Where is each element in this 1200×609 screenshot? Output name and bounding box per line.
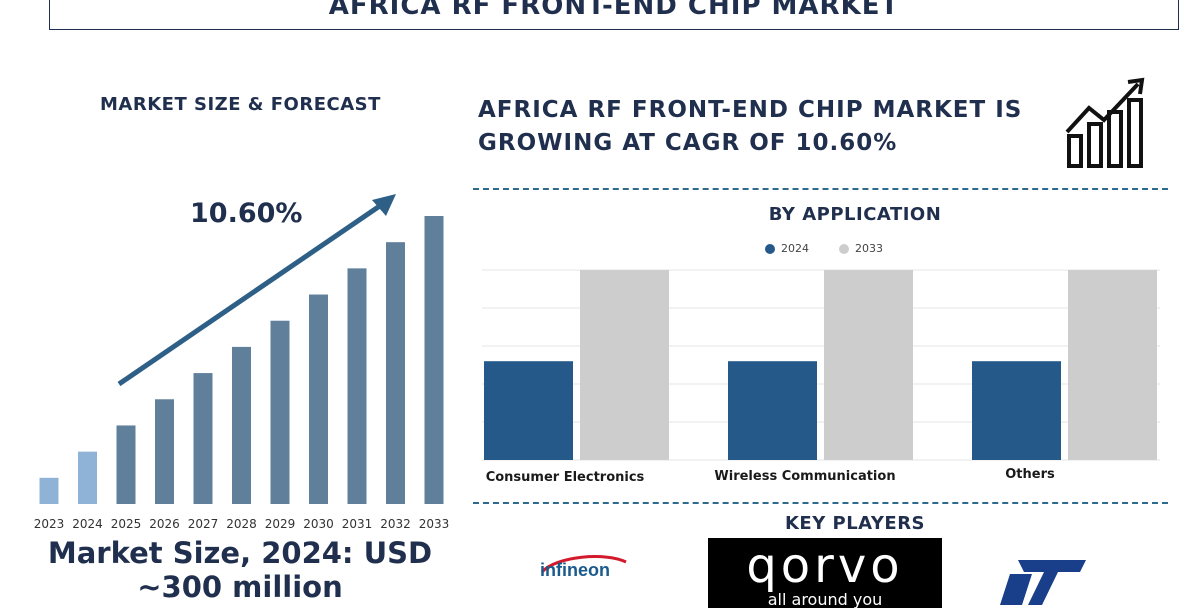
growth-arrow-line: [117, 198, 389, 387]
st-logo: [1000, 560, 1086, 605]
forecast-title: MARKET SIZE & FORECAST: [100, 94, 381, 115]
year-tick-label: 2028: [226, 517, 257, 531]
market-size-text: Market Size, 2024: USD ~300 million: [47, 536, 433, 604]
category-label-others: Others: [1005, 467, 1055, 482]
title-banner: AFRICA RF FRONT-END CHIP MARKET: [49, 0, 1179, 30]
forecast-bar-2026: [155, 399, 174, 504]
app-bar-2024-2: [972, 361, 1061, 460]
year-tick-label: 2026: [149, 517, 180, 531]
application-title: BY APPLICATION: [768, 204, 942, 225]
year-tick-label: 2023: [34, 517, 65, 531]
year-tick-label: 2027: [188, 517, 219, 531]
forecast-bar-2027: [193, 373, 213, 504]
divider-top: [473, 188, 1168, 190]
infineon-swoosh: [540, 555, 627, 574]
legend-swatch-2024: [765, 243, 775, 254]
key-players-title: KEY PLAYERS: [784, 513, 926, 534]
year-tick-label: 2029: [265, 517, 296, 531]
headline: AFRICA RF FRONT-END CHIP MARKET IS GROWI…: [478, 97, 1023, 156]
page-title: AFRICA RF FRONT-END CHIP MARKET: [328, 0, 900, 21]
forecast-bar-2028: [232, 346, 251, 504]
forecast-bar-2029: [270, 320, 290, 504]
category-label-wireless-communication: Wireless Communication: [714, 469, 896, 484]
growth-arrow-head: [372, 194, 396, 216]
category-label-consumer-electronics: Consumer Electronics: [485, 470, 645, 485]
qorvo-logo: qorvo all around you: [708, 538, 942, 609]
year-tick-label: 2030: [303, 517, 334, 531]
forecast-bar-2031: [347, 268, 367, 504]
year-tick-label: 2025: [111, 517, 142, 531]
application-legend: 2024 2033: [765, 242, 883, 255]
forecast-bar-2030: [309, 294, 328, 504]
app-bar-2024-1: [728, 361, 817, 460]
forecast-bar-2033: [424, 216, 444, 504]
infineon-logo: infineon: [540, 555, 630, 581]
legend-swatch-2033: [839, 243, 849, 254]
forecast-bar-2032: [386, 242, 405, 504]
forecast-bar-2024: [78, 451, 97, 504]
forecast-bar-2023: [39, 477, 59, 504]
app-bar-2033-0: [580, 270, 669, 460]
forecast-chart: 2023 2024 2025 2026 2027 2028 2029 2030 2031 2032…: [34, 194, 450, 531]
application-chart: [482, 269, 1160, 461]
year-tick-label: 2024: [72, 517, 103, 531]
growth-chart-icon: [1065, 77, 1145, 168]
forecast-bar-2025: [116, 425, 136, 504]
year-tick-label: 2033: [419, 517, 450, 531]
cagr-label: 10.60%: [190, 198, 303, 229]
app-bar-2024-0: [484, 361, 573, 460]
year-tick-label: 2031: [342, 517, 373, 531]
app-bar-2033-2: [1068, 270, 1157, 460]
legend-label-2024: 2024: [781, 242, 809, 255]
divider-bottom: [473, 502, 1168, 504]
app-bar-2033-1: [824, 270, 913, 460]
year-tick-label: 2032: [380, 517, 411, 531]
legend-label-2033: 2033: [855, 242, 883, 255]
